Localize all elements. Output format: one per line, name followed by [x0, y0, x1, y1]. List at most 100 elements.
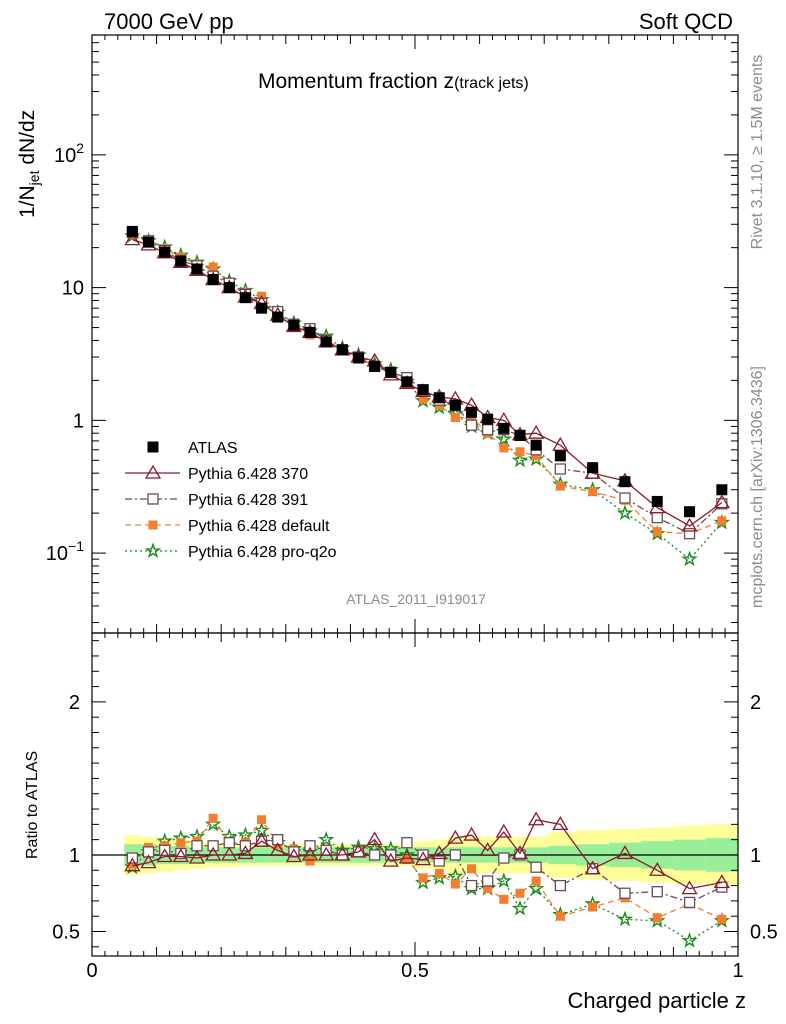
point-pythia-6-428-default — [531, 451, 541, 461]
point-pythia-6-428-370 — [527, 424, 545, 439]
ratio-point-pythia-6-428-370 — [269, 842, 286, 857]
point-pythia-6-428-370 — [124, 231, 141, 246]
ratio-point-pythia-6-428-370 — [156, 848, 173, 863]
ratio-point-pythia-6-428-370 — [172, 848, 189, 863]
point-pythia-6-428-default — [588, 487, 598, 497]
point-pythia-6-428-default — [499, 443, 509, 453]
point-atlas — [191, 263, 203, 275]
mcplots-label: mcplots.cern.ch [arXiv:1306.3436] — [749, 366, 766, 608]
point-pythia-6-428-pro-q2o — [495, 430, 513, 447]
ratio-y-tick-label-right: 0.5 — [750, 922, 778, 944]
ratio-point-pythia-6-428-default — [418, 873, 428, 883]
ratio-point-pythia-6-428-default — [483, 884, 493, 894]
point-atlas — [352, 352, 364, 364]
point-pythia-6-428-default — [208, 262, 218, 272]
ratio-point-pythia-6-428-391 — [651, 886, 663, 898]
ratio-point-pythia-6-428-default — [434, 868, 444, 878]
ratio-point-pythia-6-428-default — [588, 902, 598, 912]
header-right-label: Soft QCD — [639, 9, 733, 34]
ratio-point-pythia-6-428-370 — [124, 857, 141, 872]
analysis-id-label: ATLAS_2011_I919017 — [346, 591, 486, 607]
ratio-point-pythia-6-428-pro-q2o — [495, 872, 513, 888]
ratio-point-pythia-6-428-pro-q2o — [237, 826, 254, 843]
main-y-ticks: 10−1 1 10 102 — [46, 34, 738, 623]
ratio-point-pythia-6-428-pro-q2o — [317, 831, 335, 847]
point-pythia-6-428-pro-q2o — [616, 504, 634, 521]
legend: ATLAS Pythia 6.428 370 Pythia 6.428 391 Pyt… — [125, 440, 337, 561]
point-pythia-6-428-default — [717, 516, 727, 526]
y-tick-label: 10 — [62, 278, 84, 300]
legend-label-pythia-6-428-391: Pythia 6.428 391 — [188, 492, 308, 509]
ratio-point-pythia-6-428-370 — [681, 880, 698, 895]
point-atlas — [587, 462, 599, 474]
ratio-point-pythia-6-428-pro-q2o — [431, 869, 448, 885]
ratio-point-pythia-6-428-370 — [463, 826, 480, 841]
point-pythia-6-428-default — [515, 447, 525, 457]
main-y-axis-label-tail: dN/dz — [16, 110, 39, 171]
ratio-point-pythia-6-428-370 — [253, 832, 270, 847]
ratio-point-pythia-6-428-370 — [221, 846, 238, 861]
ratio-point-pythia-6-428-391 — [498, 852, 510, 864]
x-tick-label: 0 — [86, 960, 97, 982]
point-pythia-6-428-370 — [681, 517, 698, 532]
point-atlas — [256, 302, 268, 314]
point-pythia-6-428-default — [450, 413, 460, 423]
ratio-point-pythia-6-428-370 — [479, 842, 496, 857]
ratio-x-ticks: 0 0.5 1 — [86, 633, 744, 982]
ratio-point-pythia-6-428-pro-q2o — [681, 932, 698, 948]
ratio-point-pythia-6-428-default — [499, 894, 509, 904]
ratio-point-pythia-6-428-default — [208, 813, 218, 823]
point-pythia-6-428-391 — [619, 492, 631, 504]
legend-label-pythia-6-428-default: Pythia 6.428 default — [188, 518, 330, 535]
ratio-point-pythia-6-428-default — [176, 838, 186, 848]
ratio-point-pythia-6-428-370 — [552, 816, 569, 831]
point-atlas — [433, 392, 445, 404]
legend-marker-pythia-6-428-pro-q2o — [144, 542, 162, 558]
ratio-point-pythia-6-428-391 — [482, 875, 494, 887]
ratio-point-pythia-6-428-pro-q2o — [511, 899, 529, 916]
point-atlas — [143, 236, 155, 248]
point-atlas — [554, 450, 566, 462]
point-pythia-6-428-391 — [482, 424, 494, 436]
legend-marker-atlas — [147, 441, 159, 453]
ratio-y-axis-label: Ratio to ATLAS — [24, 751, 41, 859]
point-pythia-6-428-370 — [713, 494, 730, 509]
legend-marker-pythia-6-428-default — [148, 520, 158, 530]
ratio-point-pythia-6-428-370 — [285, 848, 303, 863]
main-x-ticks — [91, 35, 739, 633]
x-axis-label: Charged particle z — [567, 988, 746, 1013]
ratio-y-tick-label-left: 0.5 — [52, 922, 80, 944]
ratio-point-pythia-6-428-391 — [433, 855, 445, 867]
ratio-point-pythia-6-428-370 — [713, 874, 730, 889]
ratio-point-pythia-6-428-default — [305, 856, 315, 866]
ratio-point-pythia-6-428-pro-q2o — [414, 873, 432, 890]
ratio-point-pythia-6-428-370 — [414, 851, 432, 866]
point-atlas — [369, 360, 381, 372]
legend-marker-pythia-6-428-391 — [147, 493, 159, 505]
ratio-point-pythia-6-428-391 — [368, 849, 381, 861]
point-atlas — [272, 311, 284, 323]
legend-entry-pythia-6-428-pro-q2o: Pythia 6.428 pro-q2o — [125, 542, 337, 561]
point-atlas — [530, 439, 542, 451]
ratio-point-pythia-6-428-default — [402, 855, 412, 865]
legend-entry-pythia-6-428-default: Pythia 6.428 default — [125, 518, 330, 535]
point-atlas — [716, 484, 728, 496]
ratio-series-pythia-6-428-370 — [124, 811, 730, 895]
x-tick-label: 0.5 — [401, 960, 429, 982]
ratio-point-pythia-6-428-pro-q2o — [527, 880, 545, 896]
point-pythia-6-428-pro-q2o — [681, 550, 698, 567]
legend-label-pythia-6-428-pro-q2o: Pythia 6.428 pro-q2o — [188, 544, 337, 561]
ratio-point-pythia-6-428-370 — [140, 854, 157, 869]
ratio-point-pythia-6-428-391 — [554, 879, 566, 892]
ratio-point-pythia-6-428-default — [717, 914, 727, 924]
point-atlas — [239, 292, 251, 304]
point-atlas — [385, 366, 397, 378]
ratio-point-pythia-6-428-default — [467, 864, 477, 874]
header-left-label: 7000 GeV pp — [104, 9, 234, 34]
ratio-point-pythia-6-428-370 — [431, 845, 448, 860]
y-tick-label: 10−1 — [46, 538, 84, 565]
series-atlas — [126, 225, 728, 518]
ratio-panel: 0.5 0.51 12 2 0 0.5 1 Ratio to ATLAS Charged … — [24, 632, 778, 1013]
point-pythia-6-428-default — [555, 481, 565, 491]
